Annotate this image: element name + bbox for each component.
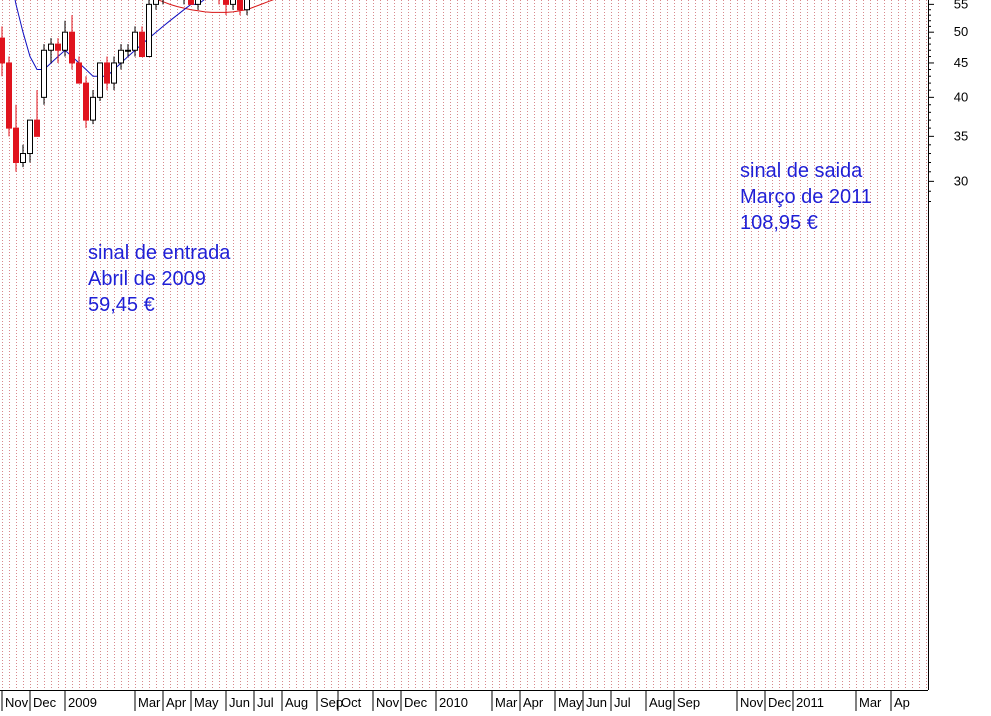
x-tick-label: Jul <box>257 695 274 710</box>
candle-body <box>146 3 152 58</box>
x-tick-label: Ap <box>894 695 910 710</box>
y-tick-label: 35 <box>954 128 968 143</box>
candle-body <box>118 49 124 64</box>
exit-signal-annotation: sinal de saida Março de 2011 108,95 € <box>740 158 872 236</box>
candle-body <box>83 82 89 121</box>
x-tick-label: 2010 <box>439 695 468 710</box>
y-tick-label: 50 <box>954 24 968 39</box>
candle-body <box>125 49 131 52</box>
candle-body <box>90 96 96 121</box>
y-tick-label: 40 <box>954 89 968 104</box>
x-tick-label: Nov <box>376 695 400 710</box>
x-tick-label: Apr <box>166 695 187 710</box>
candle-body <box>6 62 12 129</box>
x-tick-label: 2011 <box>796 695 824 710</box>
exit-signal-title: sinal de saida <box>740 160 863 182</box>
candle-body <box>34 119 40 137</box>
y-tick-label: 30 <box>954 173 968 188</box>
exit-signal-price: 108,95 € <box>740 212 818 234</box>
exit-signal-date: Março de 2011 <box>740 186 872 208</box>
candle-body <box>0 37 5 64</box>
x-tick-label: Aug <box>649 695 672 710</box>
x-tick-label: Mar <box>495 695 518 710</box>
candle-body <box>237 0 243 11</box>
candle-body <box>55 43 61 51</box>
candle-body <box>97 62 103 98</box>
x-tick-label: Jul <box>614 695 631 710</box>
x-tick-label: Nov <box>740 695 764 710</box>
candle-body <box>69 31 75 64</box>
entry-signal-annotation: sinal de entrada Abril de 2009 59,45 € <box>88 240 230 318</box>
candle-body <box>188 0 194 5</box>
x-tick-label: May <box>194 695 219 710</box>
x-tick-label: May <box>558 695 583 710</box>
x-tick-label: Sep <box>320 695 343 710</box>
y-tick-label: 55 <box>954 0 968 11</box>
x-tick-label: Jun <box>229 695 250 710</box>
candle-body <box>195 0 201 5</box>
x-tick-label: Dec <box>33 695 57 710</box>
candle-body <box>20 153 26 164</box>
candle-body <box>153 0 159 5</box>
candle-body <box>244 0 250 11</box>
x-tick-label: Nov <box>5 695 29 710</box>
x-tick-label: Aug <box>285 695 308 710</box>
x-tick-label: Dec <box>768 695 792 710</box>
x-tick-label: Apr <box>523 695 544 710</box>
candle-body <box>104 62 110 84</box>
y-tick-label: 45 <box>954 55 968 70</box>
candle-body <box>132 31 138 51</box>
candle-body <box>27 119 33 155</box>
candle-body <box>223 0 229 5</box>
entry-signal-date: Abril de 2009 <box>88 268 206 290</box>
x-tick-label: Oct <box>341 695 362 710</box>
entry-signal-price: 59,45 € <box>88 294 155 316</box>
entry-signal-title: sinal de entrada <box>88 242 231 264</box>
x-tick-label: Mar <box>859 695 882 710</box>
x-tick-label: Sep <box>677 695 700 710</box>
x-tick-label: Dec <box>404 695 428 710</box>
candle-body <box>13 127 19 164</box>
candle-body <box>139 31 145 58</box>
candle-body <box>41 49 47 98</box>
x-tick-label: Mar <box>138 695 161 710</box>
x-tick-label: Jun <box>586 695 607 710</box>
x-tick-label: 2009 <box>68 695 97 710</box>
candle-body <box>62 31 68 51</box>
candle-body <box>230 0 236 5</box>
candle-body <box>111 62 117 84</box>
candle-body <box>48 43 54 51</box>
candle-body <box>76 62 82 84</box>
